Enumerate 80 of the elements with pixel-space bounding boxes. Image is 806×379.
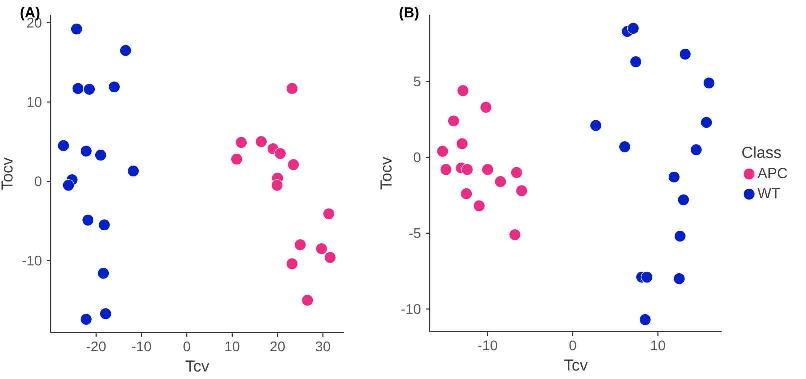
point bbox=[274, 148, 287, 160]
point bbox=[674, 230, 686, 242]
y-tick-label: 10 bbox=[28, 97, 42, 108]
x-axis-title: Tcv bbox=[564, 360, 588, 371]
x-tick-label: 10 bbox=[651, 340, 666, 351]
point bbox=[618, 140, 631, 153]
point bbox=[690, 144, 702, 156]
point bbox=[324, 252, 336, 264]
point bbox=[98, 219, 111, 232]
y-axis-title: Tocv bbox=[2, 158, 13, 190]
y-axis-title: Tocv bbox=[380, 157, 392, 190]
x-tick-label: 30 bbox=[316, 342, 330, 352]
point bbox=[120, 44, 132, 57]
point bbox=[440, 164, 452, 176]
x-tick-label: 10 bbox=[226, 342, 240, 352]
point bbox=[58, 140, 70, 152]
point bbox=[516, 184, 528, 197]
point bbox=[641, 271, 654, 284]
x-tick-label: -10 bbox=[132, 342, 152, 352]
x-tick-label: -10 bbox=[478, 340, 498, 351]
point bbox=[679, 48, 692, 60]
point bbox=[673, 272, 686, 285]
point bbox=[294, 238, 306, 251]
point bbox=[510, 166, 523, 179]
x-tick-label: 20 bbox=[270, 342, 286, 352]
x-tick-label: 0 bbox=[184, 342, 190, 352]
point bbox=[255, 136, 268, 148]
point bbox=[80, 145, 92, 158]
y-tick-label: 0 bbox=[35, 176, 42, 186]
point bbox=[286, 82, 298, 95]
point bbox=[316, 242, 328, 255]
point bbox=[448, 115, 460, 128]
text: (B) bbox=[400, 7, 419, 21]
x-axis-title: Tcv bbox=[186, 360, 210, 372]
point bbox=[456, 138, 468, 150]
point bbox=[639, 314, 652, 326]
point bbox=[482, 164, 494, 176]
point bbox=[271, 179, 284, 192]
point bbox=[84, 84, 96, 96]
point bbox=[94, 149, 107, 162]
point bbox=[509, 228, 522, 241]
point bbox=[302, 294, 314, 306]
point bbox=[700, 116, 713, 129]
legend-label: APC bbox=[758, 168, 788, 179]
point bbox=[678, 194, 690, 206]
point bbox=[323, 208, 336, 220]
point bbox=[72, 82, 84, 95]
legend-label: WT bbox=[758, 188, 780, 198]
point bbox=[457, 84, 470, 97]
point bbox=[627, 22, 640, 35]
legend-title: Class bbox=[742, 146, 782, 158]
point bbox=[98, 268, 110, 280]
point bbox=[235, 136, 248, 149]
point bbox=[480, 102, 492, 114]
point bbox=[460, 188, 473, 200]
point bbox=[82, 214, 94, 226]
y-tick-label: 0 bbox=[414, 152, 421, 163]
y-tick-label: 5 bbox=[414, 76, 421, 87]
point bbox=[668, 171, 680, 184]
point bbox=[288, 158, 300, 171]
point bbox=[590, 120, 602, 132]
point bbox=[70, 23, 83, 36]
point bbox=[80, 314, 92, 326]
x-tick-label: -20 bbox=[86, 342, 106, 352]
point bbox=[100, 308, 112, 320]
point bbox=[436, 146, 449, 158]
point bbox=[703, 77, 716, 90]
point bbox=[62, 179, 75, 192]
point bbox=[108, 81, 121, 94]
x-tick-label: 0 bbox=[570, 340, 576, 351]
point bbox=[630, 56, 642, 68]
point bbox=[128, 165, 140, 178]
point bbox=[473, 200, 486, 212]
y-tick-label: -5 bbox=[409, 228, 421, 238]
y-tick-label: -10 bbox=[402, 304, 421, 314]
y-tick-label: -10 bbox=[22, 256, 42, 266]
point bbox=[494, 176, 507, 188]
point bbox=[230, 153, 243, 166]
point bbox=[286, 258, 298, 270]
point bbox=[461, 164, 474, 176]
